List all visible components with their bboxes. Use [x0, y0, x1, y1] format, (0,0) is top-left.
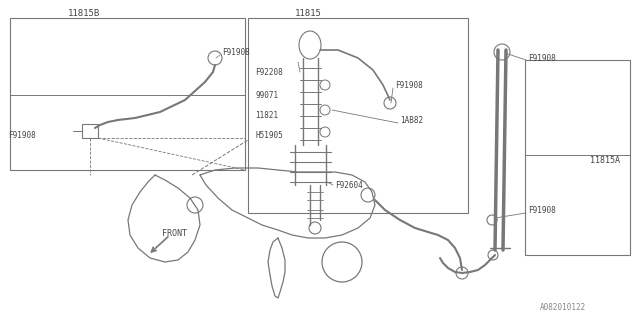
Text: 99071: 99071 — [255, 91, 278, 100]
Text: F92604: F92604 — [335, 180, 363, 189]
Text: F91908: F91908 — [395, 81, 423, 90]
Text: FRONT: FRONT — [162, 228, 187, 237]
Text: H51905: H51905 — [255, 131, 283, 140]
Text: F91908: F91908 — [222, 47, 250, 57]
Text: F91908: F91908 — [8, 131, 36, 140]
Bar — [248, 18, 468, 213]
Text: 11815B: 11815B — [68, 9, 100, 18]
Text: A082010122: A082010122 — [540, 303, 586, 313]
Ellipse shape — [299, 31, 321, 59]
Bar — [10, 18, 245, 170]
Text: 11821: 11821 — [255, 110, 278, 119]
Text: 11815: 11815 — [295, 9, 322, 18]
Bar — [82, 124, 98, 138]
Text: F92208: F92208 — [255, 68, 283, 76]
Text: 11815A: 11815A — [590, 156, 620, 164]
Text: F91908: F91908 — [528, 53, 556, 62]
Text: F91908: F91908 — [528, 205, 556, 214]
Bar — [525, 60, 630, 255]
Text: 1AB82: 1AB82 — [400, 116, 423, 124]
